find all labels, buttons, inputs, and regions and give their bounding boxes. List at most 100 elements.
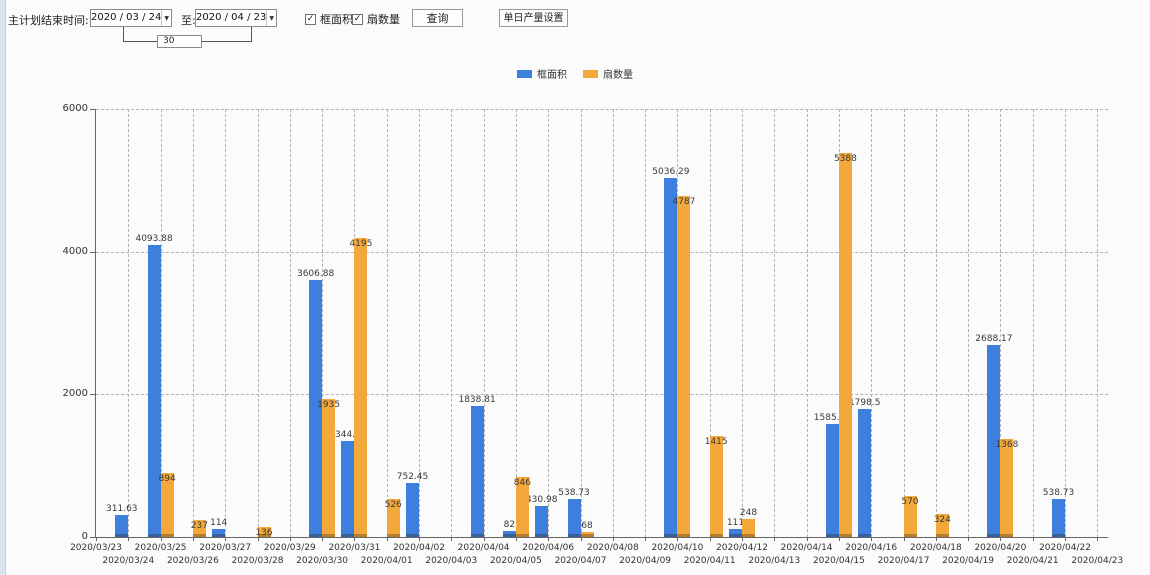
x-axis-label: 2020/04/16 [845,543,898,553]
x-axis-label: 2020/04/17 [877,556,930,566]
x-axis-tick [774,537,776,541]
x-axis-tick [354,537,356,541]
x-axis-tick [903,537,905,541]
bar-frame-area [470,405,484,538]
x-axis-tick [1000,537,1002,541]
gridline-vertical [742,109,743,537]
x-axis-label: 2020/03/25 [134,543,187,553]
gridline-vertical [289,109,291,537]
bar-value-label: 1368 [995,440,1019,451]
date-from-picker[interactable]: 2020 / 03 / 24 ▼ [90,9,172,27]
gridline-vertical [903,109,905,537]
bar-value-label: 430.98 [525,495,558,506]
x-axis-tick [1032,537,1034,541]
bar-value-label: 114 [210,517,228,528]
bar-value-label: 5388 [833,153,857,164]
x-axis-tick [419,537,420,541]
checkmark-icon: ✓ [352,13,363,25]
x-axis-tick [677,537,679,541]
interval-days-input[interactable]: 30 [157,35,202,48]
x-axis-label: 2020/04/03 [425,556,478,566]
y-axis-tick [90,394,96,396]
bar-frame-area [147,244,161,538]
bar-value-label: 1935 [317,399,341,410]
bar-sash-count [160,473,174,537]
x-axis-tick [806,537,808,541]
bar-frame-area [567,498,581,538]
bracket-line [123,27,124,42]
x-axis-tick [451,537,453,541]
query-button[interactable]: 查询 [412,9,463,27]
bar-value-label: 311.63 [106,503,138,514]
bar-sash-count [257,527,271,537]
x-axis-tick [871,537,873,541]
legend-item: 扇数量 [583,66,633,81]
x-axis-tick [289,537,291,541]
x-axis-label: 2020/04/01 [360,556,413,566]
bar-frame-area [825,423,839,538]
bar-value-label: 538.73 [558,487,590,498]
bar-value-label: 136 [255,528,273,539]
bar-frame-area [406,483,419,537]
x-axis-label: 2020/04/12 [716,543,768,553]
gridline-vertical [386,109,388,537]
gridline-vertical [1097,109,1099,537]
chart-legend: 框面积 扇数量 [0,66,1150,81]
bar-value-label: 846 [513,477,531,488]
bar-value-label: 4195 [349,238,373,249]
bar-frame-area [729,529,742,537]
bar-sash-count [386,499,400,537]
y-axis-label: 2000 [62,388,88,400]
to-label: 至: [181,14,196,27]
dropdown-arrow-icon[interactable]: ▼ [266,10,276,26]
legend-item: 框面积 [517,66,567,81]
bar-value-label: 3606.88 [296,268,335,279]
x-axis-label: 2020/04/08 [586,543,639,553]
checkbox-sash-count[interactable]: ✓ 扇数量 [352,11,400,27]
gridline-horizontal [96,109,1108,110]
legend-swatch [517,69,532,78]
x-axis-tick [935,537,937,541]
x-axis-tick [968,537,970,541]
bar-frame-area [341,441,355,537]
bar-sash-count [903,496,917,537]
bar-frame-area [664,177,678,538]
checkbox-frame-area[interactable]: ✓ 框面积 [305,11,353,27]
x-axis-label: 2020/04/10 [651,543,704,553]
bar-value-label: 1798.5 [848,397,881,408]
bar-frame-area [535,506,549,537]
bar-value-label: 1344.95 [329,430,367,441]
x-axis-tick [160,537,162,541]
daily-output-settings-button[interactable]: 单日产量设置 [499,9,568,27]
bar-value-label: 1838.81 [458,394,496,405]
dropdown-arrow-icon[interactable]: ▼ [161,10,171,26]
bar-sash-count [838,152,852,538]
x-axis-label: 2020/04/22 [1039,543,1091,553]
x-axis-label: 2020/04/02 [393,543,445,553]
date-to-picker[interactable]: 2020 / 04 / 23 ▼ [195,9,277,27]
gridline-horizontal [96,394,1108,396]
x-axis-label: 2020/03/26 [166,556,219,566]
bar-sash-count [515,476,529,538]
gridline-vertical [322,109,324,537]
x-axis-label: 2020/03/29 [263,543,316,553]
gridline-vertical [580,109,582,537]
x-axis-label: 2020/04/05 [489,556,542,566]
x-axis-label: 2020/04/14 [780,543,833,553]
bar-sash-count [709,436,723,537]
x-axis-tick [128,537,130,541]
bar-value-label: 526 [384,500,402,511]
gridline-vertical [935,109,937,537]
x-axis-tick [322,537,324,541]
bar-value-label: 4787 [672,196,696,207]
gridline-vertical [806,109,808,537]
bar-value-label: 570 [901,497,919,508]
bar-frame-area [212,528,226,538]
gridline-vertical [1065,109,1066,537]
bar-sash-count [1000,439,1014,537]
x-axis-label: 2020/04/21 [1006,556,1059,566]
toolbar: 主计划结束时间: 2020 / 03 / 24 ▼ 至: 2020 / 04 /… [0,0,1150,56]
x-axis-tick [483,537,485,541]
legend-label: 框面积 [537,70,567,81]
bar-sash-count [677,195,691,538]
